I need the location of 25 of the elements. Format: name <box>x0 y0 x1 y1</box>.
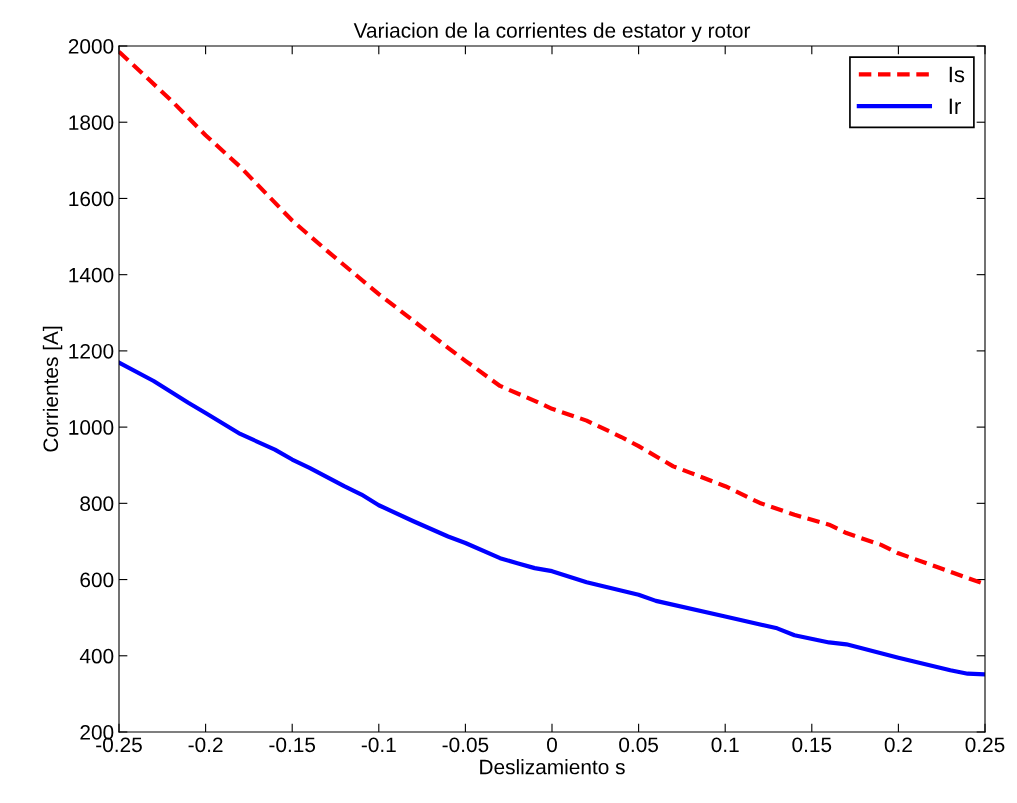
chart-title: Variacion de la corrientes de estator y rotor <box>353 22 751 42</box>
y-tick-label: 2000 <box>68 39 114 54</box>
x-tick-label: -0.2 <box>188 737 223 753</box>
x-tick-label: -0.1 <box>361 737 396 753</box>
line-series <box>119 360 985 677</box>
x-tick-label: 0.15 <box>792 737 832 753</box>
legend-label: Ir <box>949 98 961 114</box>
x-tick-label: -0.05 <box>442 737 489 753</box>
y-tick-label: 1600 <box>69 191 114 207</box>
x-axis-title: Deslizamiento s <box>480 759 625 775</box>
legend-label: Is <box>949 66 965 83</box>
x-tick-label: 0 <box>547 737 557 753</box>
y-tick-label: 400 <box>79 648 114 664</box>
y-axis-title: Corrientes [A] <box>42 326 63 452</box>
x-tick-label: 0.1 <box>711 737 739 753</box>
x-tick-label: 0.2 <box>884 737 912 753</box>
x-tick-label: 0.25 <box>965 737 1005 753</box>
x-tick-label: 0.05 <box>619 737 658 753</box>
y-tick-label: 800 <box>80 496 114 512</box>
y-tick-label: 600 <box>80 572 114 588</box>
y-tick-label: 1400 <box>69 267 114 283</box>
x-tick-label: -0.15 <box>269 737 316 753</box>
y-tick-label: 1800 <box>69 115 114 130</box>
y-tick-label: 1000 <box>69 420 114 435</box>
y-tick-label: 1200 <box>69 343 114 359</box>
